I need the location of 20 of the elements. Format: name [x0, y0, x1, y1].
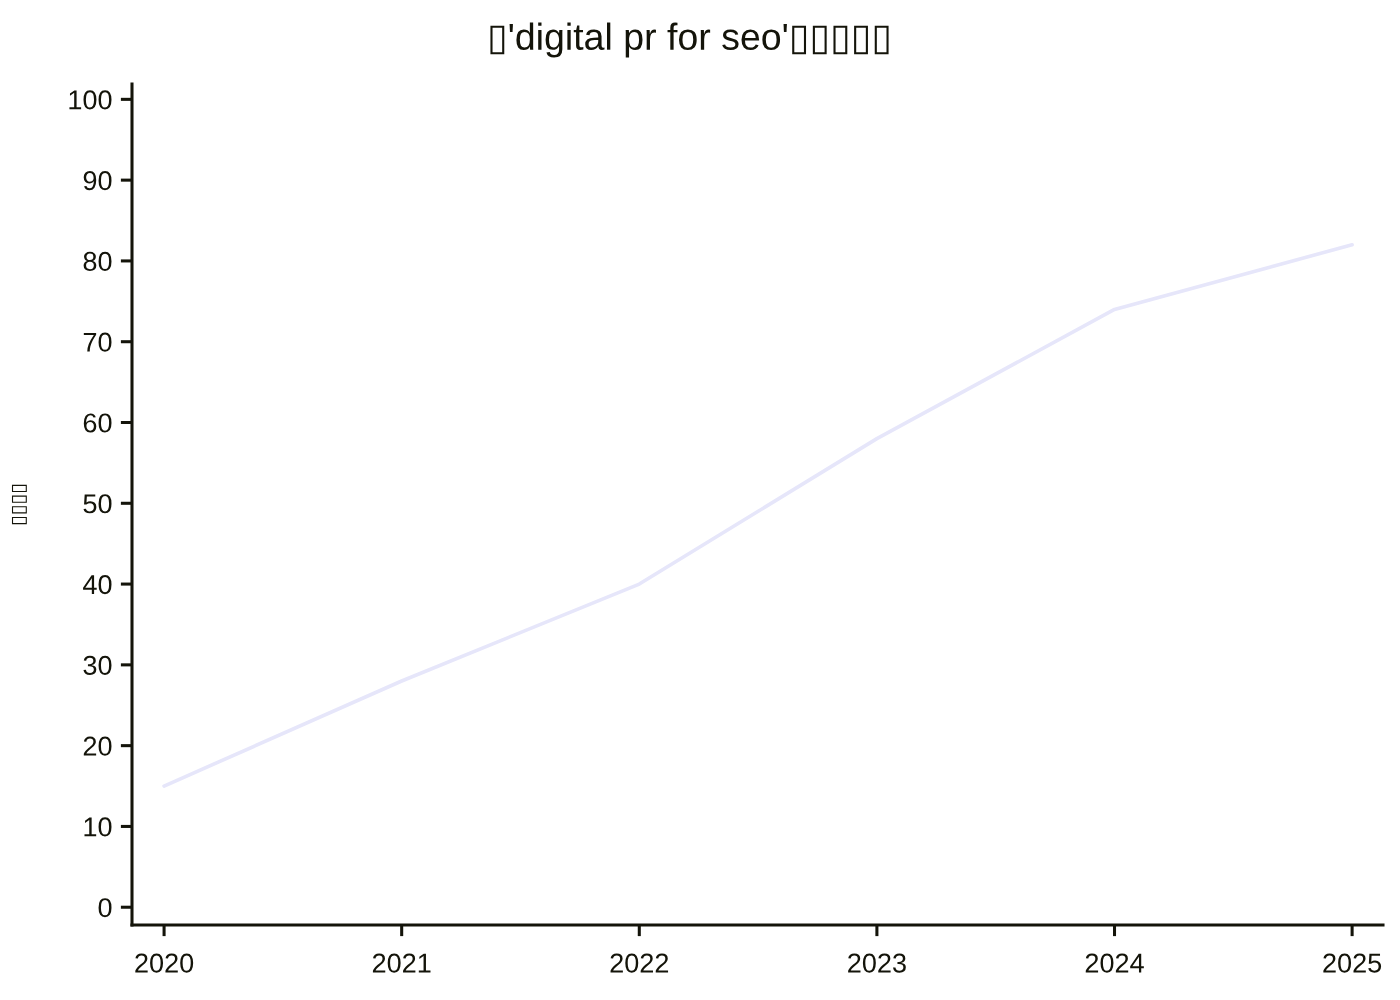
y-tick-label: 20: [83, 736, 112, 756]
line-series: [162, 242, 1354, 788]
y-tick-label: 50: [83, 494, 112, 514]
x-tick-label: 2022: [610, 953, 669, 973]
x-tick-label: 2024: [1085, 953, 1144, 973]
x-tick-label: 2025: [1323, 953, 1382, 973]
y-tick-label: 100: [69, 90, 112, 110]
x-tick-label: 2021: [372, 953, 431, 973]
y-tick-label: 40: [83, 574, 112, 595]
y-tick-label: 30: [83, 655, 112, 675]
y-tick-label: 70: [83, 332, 112, 352]
y-tick-label: 10: [84, 817, 112, 837]
x-tick-label: 2020: [135, 953, 194, 973]
chart-title: ▯'digital pr for seo'▯▯▯▯▯: [490, 22, 889, 58]
y-axis-title: ▯▯▯▯: [11, 484, 27, 525]
y-tick-label: 0: [98, 898, 112, 918]
x-tick-label: 2023: [848, 953, 906, 973]
y-tick-label: 80: [83, 251, 112, 272]
y-tick-label: 60: [83, 413, 112, 433]
y-tick-label: 90: [83, 171, 112, 191]
